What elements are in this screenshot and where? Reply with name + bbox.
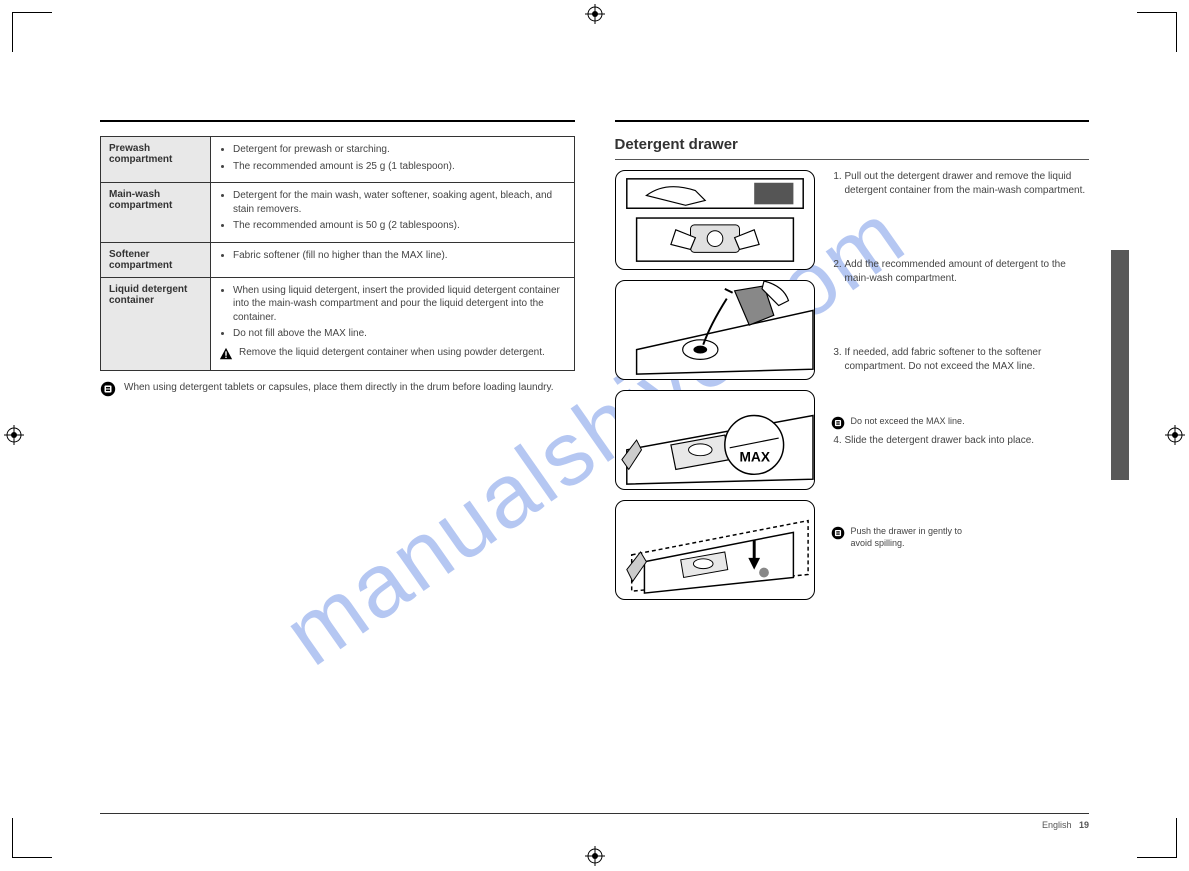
- row-item: Detergent for the main wash, water softe…: [233, 189, 566, 216]
- row-body: When using liquid detergent, insert the …: [211, 277, 575, 370]
- row-item: Do not fill above the MAX line.: [233, 327, 566, 341]
- table-row: Main-wash compartment Detergent for the …: [101, 183, 575, 243]
- crop-mark-tl: [12, 12, 52, 52]
- row-body: Detergent for prewash or starching. The …: [211, 137, 575, 183]
- row-item: The recommended amount is 25 g (1 tables…: [233, 160, 566, 174]
- section-title: Detergent drawer: [615, 136, 1090, 153]
- page-content: Prewash compartment Detergent for prewas…: [100, 120, 1089, 800]
- figure-close-drawer: [615, 500, 815, 600]
- figure-open-drawer: [615, 170, 815, 270]
- figure-note: Do not exceed the MAX line.: [831, 416, 981, 434]
- row-label: Softener compartment: [101, 242, 211, 277]
- step-text: Add the recommended amount of detergent …: [845, 258, 1090, 286]
- column-rule: [615, 120, 1090, 122]
- table-row: Prewash compartment Detergent for prewas…: [101, 137, 575, 183]
- step-text: Pull out the detergent drawer and remove…: [845, 170, 1090, 198]
- crop-mark-br: [1137, 818, 1177, 858]
- table-row: Softener compartment Fabric softener (fi…: [101, 242, 575, 277]
- figure-note-text: Do not exceed the MAX line.: [851, 416, 965, 428]
- registration-mark-top: [585, 4, 605, 24]
- warning-icon: [219, 347, 233, 364]
- row-item: Detergent for prewash or starching.: [233, 143, 566, 157]
- row-body: Detergent for the main wash, water softe…: [211, 183, 575, 243]
- note-icon: [100, 381, 116, 402]
- warning-text: Remove the liquid detergent container wh…: [239, 347, 545, 358]
- column-rule: [100, 120, 575, 122]
- step-text: Slide the detergent drawer back into pla…: [845, 434, 1090, 448]
- figure-note-text: Push the drawer in gently to avoid spill…: [851, 526, 981, 549]
- page-footer: English 19: [100, 813, 1089, 830]
- step-text: If needed, add fabric softener to the so…: [845, 346, 1090, 374]
- crop-mark-tr: [1137, 12, 1177, 52]
- note-icon: [831, 416, 845, 434]
- footer-right: English 19: [1042, 820, 1089, 830]
- step-figures: MAX: [615, 170, 815, 600]
- sub-rule: [615, 159, 1090, 160]
- figure-max-line: MAX: [615, 390, 815, 490]
- side-tab: [1111, 250, 1129, 480]
- row-item: Fabric softener (fill no higher than the…: [233, 249, 566, 263]
- table-row: Liquid detergent container When using li…: [101, 277, 575, 370]
- row-item: The recommended amount is 50 g (2 tables…: [233, 219, 566, 233]
- figure-note: Push the drawer in gently to avoid spill…: [831, 526, 981, 549]
- note-text: When using detergent tablets or capsules…: [124, 381, 554, 402]
- crop-mark-bl: [12, 818, 52, 858]
- row-label: Prewash compartment: [101, 137, 211, 183]
- row-body: Fabric softener (fill no higher than the…: [211, 242, 575, 277]
- right-column: Detergent drawer: [615, 120, 1090, 800]
- svg-text:MAX: MAX: [739, 450, 770, 465]
- note-icon: [831, 526, 845, 544]
- row-item: When using liquid detergent, insert the …: [233, 284, 566, 325]
- left-column: Prewash compartment Detergent for prewas…: [100, 120, 575, 800]
- registration-mark-bottom: [585, 846, 605, 866]
- row-label: Liquid detergent container: [101, 277, 211, 370]
- detergent-table: Prewash compartment Detergent for prewas…: [100, 136, 575, 371]
- row-label: Main-wash compartment: [101, 183, 211, 243]
- registration-mark-left: [4, 425, 24, 445]
- registration-mark-right: [1165, 425, 1185, 445]
- note-block: When using detergent tablets or capsules…: [100, 381, 575, 402]
- figure-pour-detergent: [615, 280, 815, 380]
